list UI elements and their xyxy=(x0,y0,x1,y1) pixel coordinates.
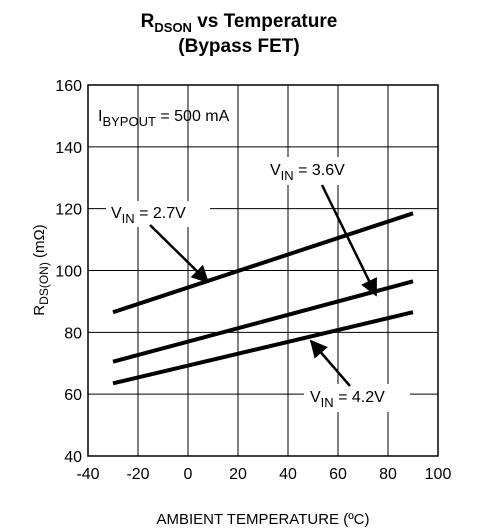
y-tick-label: 80 xyxy=(64,325,82,342)
title-rest: vs Temperature xyxy=(192,11,337,32)
y-label-rest: (mΩ) xyxy=(31,224,48,262)
x-tick-label: 80 xyxy=(379,466,397,483)
series-line-2 xyxy=(112,310,414,386)
series-label-2-7v: VIN = 2.7V xyxy=(111,205,186,226)
x-tick-label: 60 xyxy=(329,466,347,483)
series-line-0 xyxy=(112,211,414,315)
arrow-3-6v xyxy=(320,184,378,297)
x-axis-label: AMBIENT TEMPERATURE (ºC) xyxy=(157,511,370,528)
x-tick-labels: -40 -20 0 20 40 60 80 100 xyxy=(76,466,451,483)
y-tick-label: 40 xyxy=(64,449,82,466)
x-tick-label: 20 xyxy=(229,466,247,483)
label-bg-2-7 xyxy=(106,201,210,227)
condition-rest: = 500 mA xyxy=(156,108,230,125)
condition-label: IBYPOUT = 500 mA xyxy=(98,108,230,129)
y-axis-label: RDS(ON) (mΩ) xyxy=(31,224,51,315)
x-tick-label: 0 xyxy=(184,466,193,483)
plot-frame xyxy=(87,84,439,457)
x-tick-label: 40 xyxy=(279,466,297,483)
label-bg-4-2 xyxy=(304,384,410,412)
condition-main: I xyxy=(98,108,102,125)
x-tick-label: -20 xyxy=(126,466,149,483)
label-bg-3-6 xyxy=(264,157,370,185)
x-tick-label: 100 xyxy=(425,466,452,483)
y-tick-label: 120 xyxy=(55,202,82,219)
y-tick-label: 60 xyxy=(64,387,82,404)
arrow-4-2v xyxy=(309,339,351,387)
series-label-4-2v: VIN = 4.2V xyxy=(310,389,385,410)
y-label-main: R xyxy=(31,305,48,316)
y-tick-label: 160 xyxy=(55,78,82,95)
chart-title-line2: (Bypass FET) xyxy=(178,36,299,57)
chart-title-line1: RDSON vs Temperature xyxy=(141,11,338,35)
title-sub: DSON xyxy=(154,20,192,35)
arrow-2-7v xyxy=(149,224,210,284)
y-tick-labels: 40 60 80 100 120 140 160 xyxy=(55,78,82,466)
y-tick-label: 140 xyxy=(55,140,82,157)
grid xyxy=(88,85,438,456)
y-label-sub: DS(ON) xyxy=(37,262,51,305)
title-r: R xyxy=(141,11,155,32)
series-group xyxy=(112,211,414,386)
x-tick-label: -40 xyxy=(76,466,99,483)
condition-sub: BYPOUT xyxy=(102,114,156,129)
series-label-3-6v: VIN = 3.6V xyxy=(270,162,345,183)
y-tick-label: 100 xyxy=(55,264,82,281)
